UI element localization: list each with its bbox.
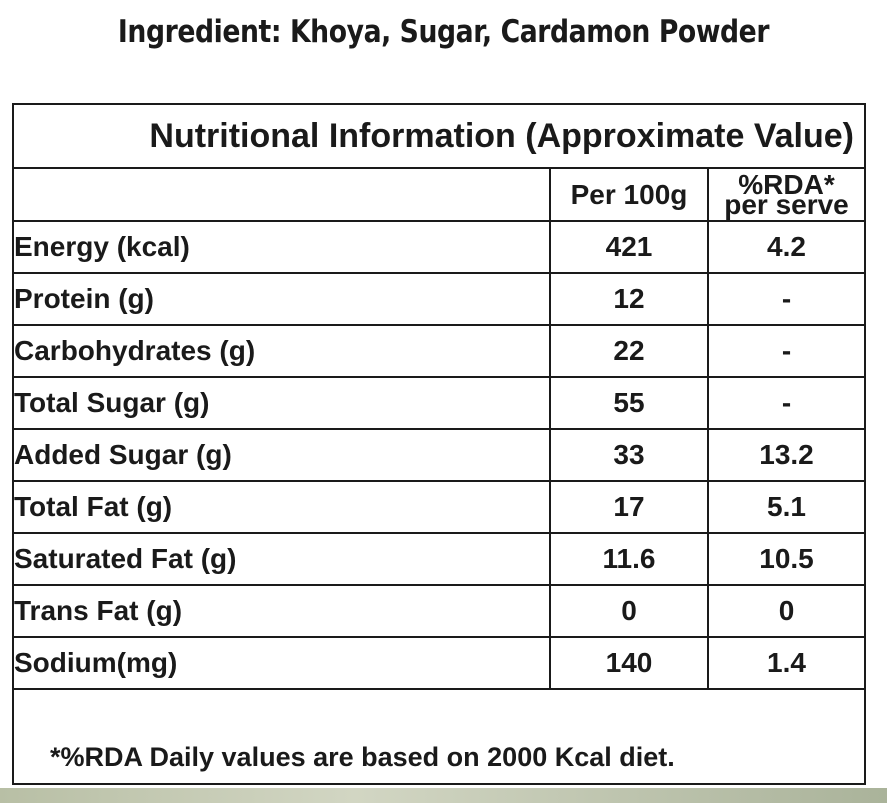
nutrition-panel-title: Nutritional Information (Approximate Val…	[14, 105, 864, 169]
table-row: Saturated Fat (g) 11.6 10.5	[14, 532, 864, 586]
per-100g-value: 33	[549, 428, 709, 482]
table-row: Sodium(mg) 140 1.4	[14, 636, 864, 690]
nutrition-panel: Nutritional Information (Approximate Val…	[12, 103, 866, 785]
rda-value: 1.4	[707, 636, 864, 690]
rda-value: 4.2	[707, 220, 864, 274]
rda-value: -	[707, 376, 864, 430]
per-100g-value: 22	[549, 324, 709, 378]
rda-value: -	[707, 324, 864, 378]
rda-value: 5.1	[707, 480, 864, 534]
per-100g-value: 17	[549, 480, 709, 534]
header-per-100g: Per 100g	[549, 169, 709, 222]
nutrition-table: Per 100g %RDA* per serve Energy (kcal) 4…	[14, 169, 864, 690]
nutrient-name: Energy (kcal)	[14, 220, 551, 274]
per-100g-value: 0	[549, 584, 709, 638]
nutrient-name: Trans Fat (g)	[14, 584, 551, 638]
nutrient-name: Total Sugar (g)	[14, 376, 551, 430]
per-100g-value: 11.6	[549, 532, 709, 586]
nutrient-name: Carbohydrates (g)	[14, 324, 551, 378]
nutrition-table-header: Per 100g %RDA* per serve	[14, 168, 864, 222]
package-background-strip	[0, 788, 887, 803]
table-row: Added Sugar (g) 33 13.2	[14, 428, 864, 482]
rda-value: -	[707, 272, 864, 326]
per-100g-value: 140	[549, 636, 709, 690]
nutrient-name: Sodium(mg)	[14, 636, 551, 690]
table-row: Total Sugar (g) 55 -	[14, 376, 864, 430]
nutrient-name: Saturated Fat (g)	[14, 532, 551, 586]
nutrient-name: Protein (g)	[14, 272, 551, 326]
header-rda-line2: per serve	[724, 188, 849, 220]
header-nutrient	[14, 169, 551, 222]
header-rda-line1: %RDA*	[738, 168, 835, 200]
table-row: Energy (kcal) 421 4.2	[14, 220, 864, 274]
per-100g-value: 55	[549, 376, 709, 430]
table-row: Trans Fat (g) 0 0	[14, 584, 864, 638]
nutrient-name: Added Sugar (g)	[14, 428, 551, 482]
rda-value: 0	[707, 584, 864, 638]
table-row: Protein (g) 12 -	[14, 272, 864, 326]
per-100g-value: 12	[549, 272, 709, 326]
nutrient-name: Total Fat (g)	[14, 480, 551, 534]
per-100g-value: 421	[549, 220, 709, 274]
ingredients-line: Ingredient: Khoya, Sugar, Cardamon Powde…	[117, 14, 770, 50]
table-row: Total Fat (g) 17 5.1	[14, 480, 864, 534]
header-rda: %RDA* per serve	[707, 168, 864, 222]
rda-footnote: *%RDA Daily values are based on 2000 Kca…	[50, 742, 675, 772]
rda-value: 10.5	[707, 532, 864, 586]
table-row: Carbohydrates (g) 22 -	[14, 324, 864, 378]
rda-value: 13.2	[707, 428, 864, 482]
